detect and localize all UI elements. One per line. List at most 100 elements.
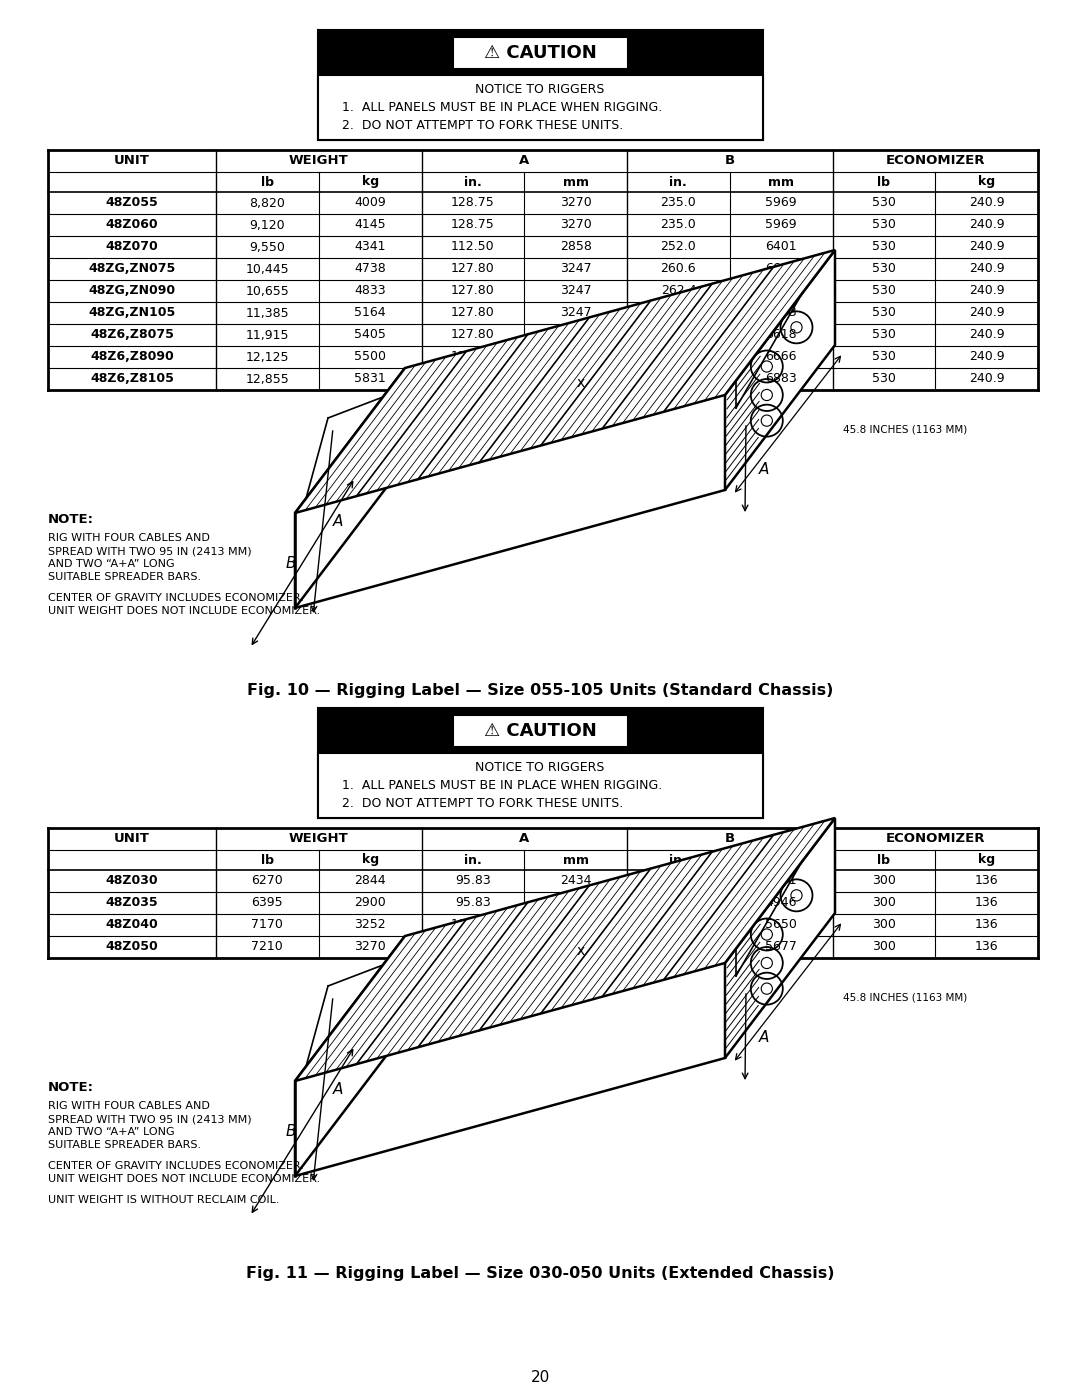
Text: RIG WITH FOUR CABLES AND: RIG WITH FOUR CABLES AND	[48, 1101, 210, 1111]
Text: 530: 530	[872, 285, 895, 298]
Text: 48Z060: 48Z060	[106, 218, 159, 232]
Text: 7170: 7170	[252, 918, 283, 932]
Text: ECONOMIZER: ECONOMIZER	[886, 155, 985, 168]
Text: UNIT WEIGHT IS WITHOUT RECLAIM COIL.: UNIT WEIGHT IS WITHOUT RECLAIM COIL.	[48, 1194, 280, 1206]
Bar	[318, 75, 762, 140]
Polygon shape	[295, 936, 405, 1176]
Text: 530: 530	[872, 351, 895, 363]
Text: 128.75: 128.75	[451, 197, 495, 210]
Text: 48ZG,ZN105: 48ZG,ZN105	[89, 306, 176, 320]
Text: 194.72: 194.72	[657, 897, 700, 909]
Text: 3247: 3247	[559, 285, 592, 298]
Text: kg: kg	[978, 176, 995, 189]
Text: 127.80: 127.80	[451, 263, 495, 275]
Text: 127.80: 127.80	[451, 285, 495, 298]
Text: x: x	[577, 376, 585, 390]
Text: 48Z030: 48Z030	[106, 875, 159, 887]
Text: 48Z035: 48Z035	[106, 897, 159, 909]
Text: 2.  DO NOT ATTEMPT TO FORK THESE UNITS.: 2. DO NOT ATTEMPT TO FORK THESE UNITS.	[342, 798, 624, 810]
Text: 127.80: 127.80	[451, 328, 495, 341]
Text: 4833: 4833	[354, 285, 386, 298]
Text: 10,445: 10,445	[245, 263, 289, 275]
Text: 136: 136	[975, 897, 998, 909]
Text: 260.6: 260.6	[661, 328, 697, 341]
Bar	[453, 714, 627, 746]
Text: lb: lb	[261, 176, 274, 189]
Text: 240.9: 240.9	[969, 351, 1004, 363]
Bar	[318, 708, 762, 819]
Text: x: x	[577, 944, 585, 958]
Text: UNIT WEIGHT DOES NOT INCLUDE ECONOMIZER.: UNIT WEIGHT DOES NOT INCLUDE ECONOMIZER.	[48, 606, 320, 616]
Text: WEIGHT: WEIGHT	[288, 155, 349, 168]
Text: 530: 530	[872, 373, 895, 386]
Text: ECONOMIZER: ECONOMIZER	[886, 833, 985, 845]
Text: A: A	[333, 1083, 343, 1098]
Text: A: A	[758, 1030, 769, 1045]
Bar	[318, 753, 762, 819]
Text: 136: 136	[975, 918, 998, 932]
Text: 2900: 2900	[354, 897, 386, 909]
Bar	[453, 36, 627, 68]
Text: 48Z050: 48Z050	[106, 940, 159, 954]
Text: 235.0: 235.0	[661, 197, 697, 210]
Text: AND TWO “A+A” LONG: AND TWO “A+A” LONG	[48, 1127, 175, 1137]
Text: 6666: 6666	[766, 351, 797, 363]
Text: 9,550: 9,550	[249, 240, 285, 253]
Text: AND TWO “A+A” LONG: AND TWO “A+A” LONG	[48, 559, 175, 569]
Text: mm: mm	[768, 854, 794, 866]
Text: 48Z6,Z8075: 48Z6,Z8075	[90, 328, 174, 341]
Text: kg: kg	[362, 176, 379, 189]
Text: 6618: 6618	[766, 263, 797, 275]
Text: NOTE:: NOTE:	[48, 1081, 94, 1094]
Text: UNIT: UNIT	[114, 155, 150, 168]
Text: 11,915: 11,915	[245, 328, 289, 341]
Text: 5164: 5164	[354, 306, 386, 320]
Text: 6395: 6395	[252, 897, 283, 909]
Text: 2673: 2673	[559, 940, 592, 954]
Text: 5500: 5500	[354, 351, 387, 363]
Text: 6883: 6883	[766, 373, 797, 386]
Text: kg: kg	[362, 854, 379, 866]
Text: 530: 530	[872, 306, 895, 320]
Text: 240.9: 240.9	[969, 306, 1004, 320]
Text: 9,120: 9,120	[249, 218, 285, 232]
Text: 136: 136	[975, 875, 998, 887]
Text: 4946: 4946	[766, 897, 797, 909]
Text: kg: kg	[978, 854, 995, 866]
Text: 240.9: 240.9	[969, 263, 1004, 275]
Text: 5677: 5677	[766, 940, 797, 954]
Text: 6883: 6883	[766, 306, 797, 320]
Text: 240.9: 240.9	[969, 240, 1004, 253]
Text: SPREAD WITH TWO 95 IN (2413 MM): SPREAD WITH TWO 95 IN (2413 MM)	[48, 546, 252, 556]
Text: 10,655: 10,655	[245, 285, 289, 298]
Text: 3252: 3252	[354, 918, 386, 932]
Text: 127.80: 127.80	[451, 351, 495, 363]
Text: 5831: 5831	[354, 373, 386, 386]
Text: 1.  ALL PANELS MUST BE IN PLACE WHEN RIGGING.: 1. ALL PANELS MUST BE IN PLACE WHEN RIGG…	[342, 101, 663, 115]
Text: 12,125: 12,125	[245, 351, 289, 363]
Text: 252.0: 252.0	[661, 240, 697, 253]
Polygon shape	[295, 250, 835, 513]
Text: UNIT: UNIT	[114, 833, 150, 845]
Text: 235.0: 235.0	[661, 218, 697, 232]
Text: 95.83: 95.83	[455, 897, 490, 909]
Text: lb: lb	[261, 854, 274, 866]
Text: 105.24: 105.24	[451, 918, 495, 932]
Text: 3247: 3247	[559, 328, 592, 341]
Text: A: A	[519, 155, 529, 168]
Text: 262.4: 262.4	[661, 285, 697, 298]
Text: 240.9: 240.9	[969, 373, 1004, 386]
Text: 48Z040: 48Z040	[106, 918, 159, 932]
Polygon shape	[725, 819, 835, 1058]
Text: NOTICE TO RIGGERS: NOTICE TO RIGGERS	[475, 82, 605, 96]
Text: A: A	[758, 461, 769, 476]
Text: 105.24: 105.24	[451, 940, 495, 954]
Text: 2.  DO NOT ATTEMPT TO FORK THESE UNITS.: 2. DO NOT ATTEMPT TO FORK THESE UNITS.	[342, 119, 624, 131]
Text: A: A	[333, 514, 343, 529]
Polygon shape	[295, 819, 835, 1081]
Text: ⚠ CAUTION: ⚠ CAUTION	[484, 721, 596, 739]
Text: 300: 300	[872, 875, 895, 887]
Text: 2673: 2673	[559, 918, 592, 932]
Text: 6270: 6270	[252, 875, 283, 887]
Text: SPREAD WITH TWO 95 IN (2413 MM): SPREAD WITH TWO 95 IN (2413 MM)	[48, 1113, 252, 1125]
